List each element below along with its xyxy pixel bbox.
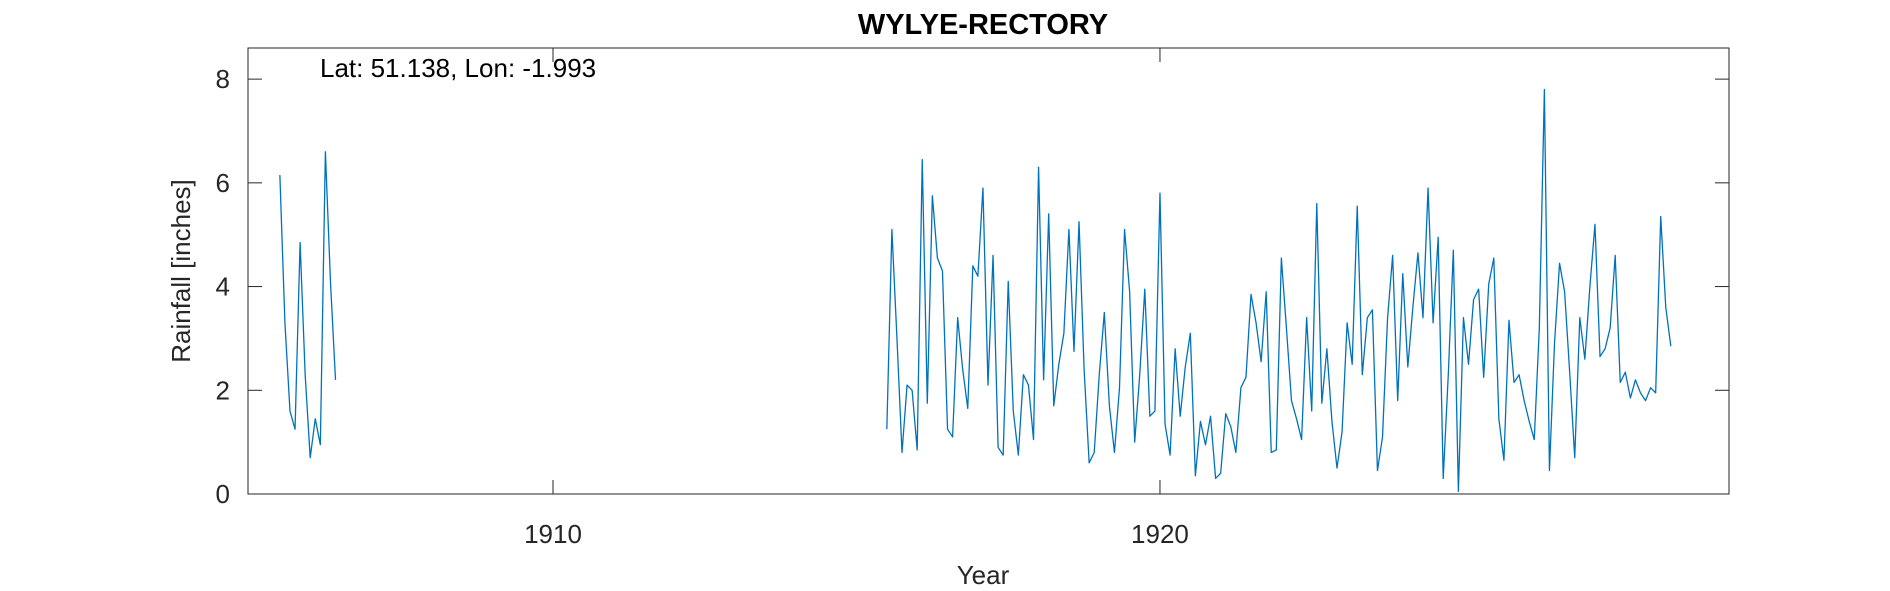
plot-area — [247, 47, 1730, 495]
y-tick-label: 6 — [216, 168, 230, 198]
x-axis-label: Year — [957, 560, 1010, 590]
chart-title: WYLYE-RECTORY — [858, 9, 1108, 41]
y-tick-label: 0 — [216, 479, 230, 509]
axis-ticks — [248, 48, 1729, 495]
rainfall-series-line-segment-2 — [886, 88, 1672, 493]
y-tick-label: 4 — [216, 272, 230, 302]
y-axis-label: Rainfall [inches] — [166, 179, 196, 363]
x-tick-label: 1920 — [1131, 519, 1189, 549]
location-annotation: Lat: 51.138, Lon: -1.993 — [320, 53, 596, 83]
rainfall-series-line-segment-1 — [279, 151, 337, 459]
y-tick-label: 8 — [216, 64, 230, 94]
y-tick-label: 2 — [216, 375, 230, 405]
x-tick-label: 1910 — [524, 519, 582, 549]
tick-labels: 0 2 4 6 8 1910 1920 — [216, 64, 1189, 549]
